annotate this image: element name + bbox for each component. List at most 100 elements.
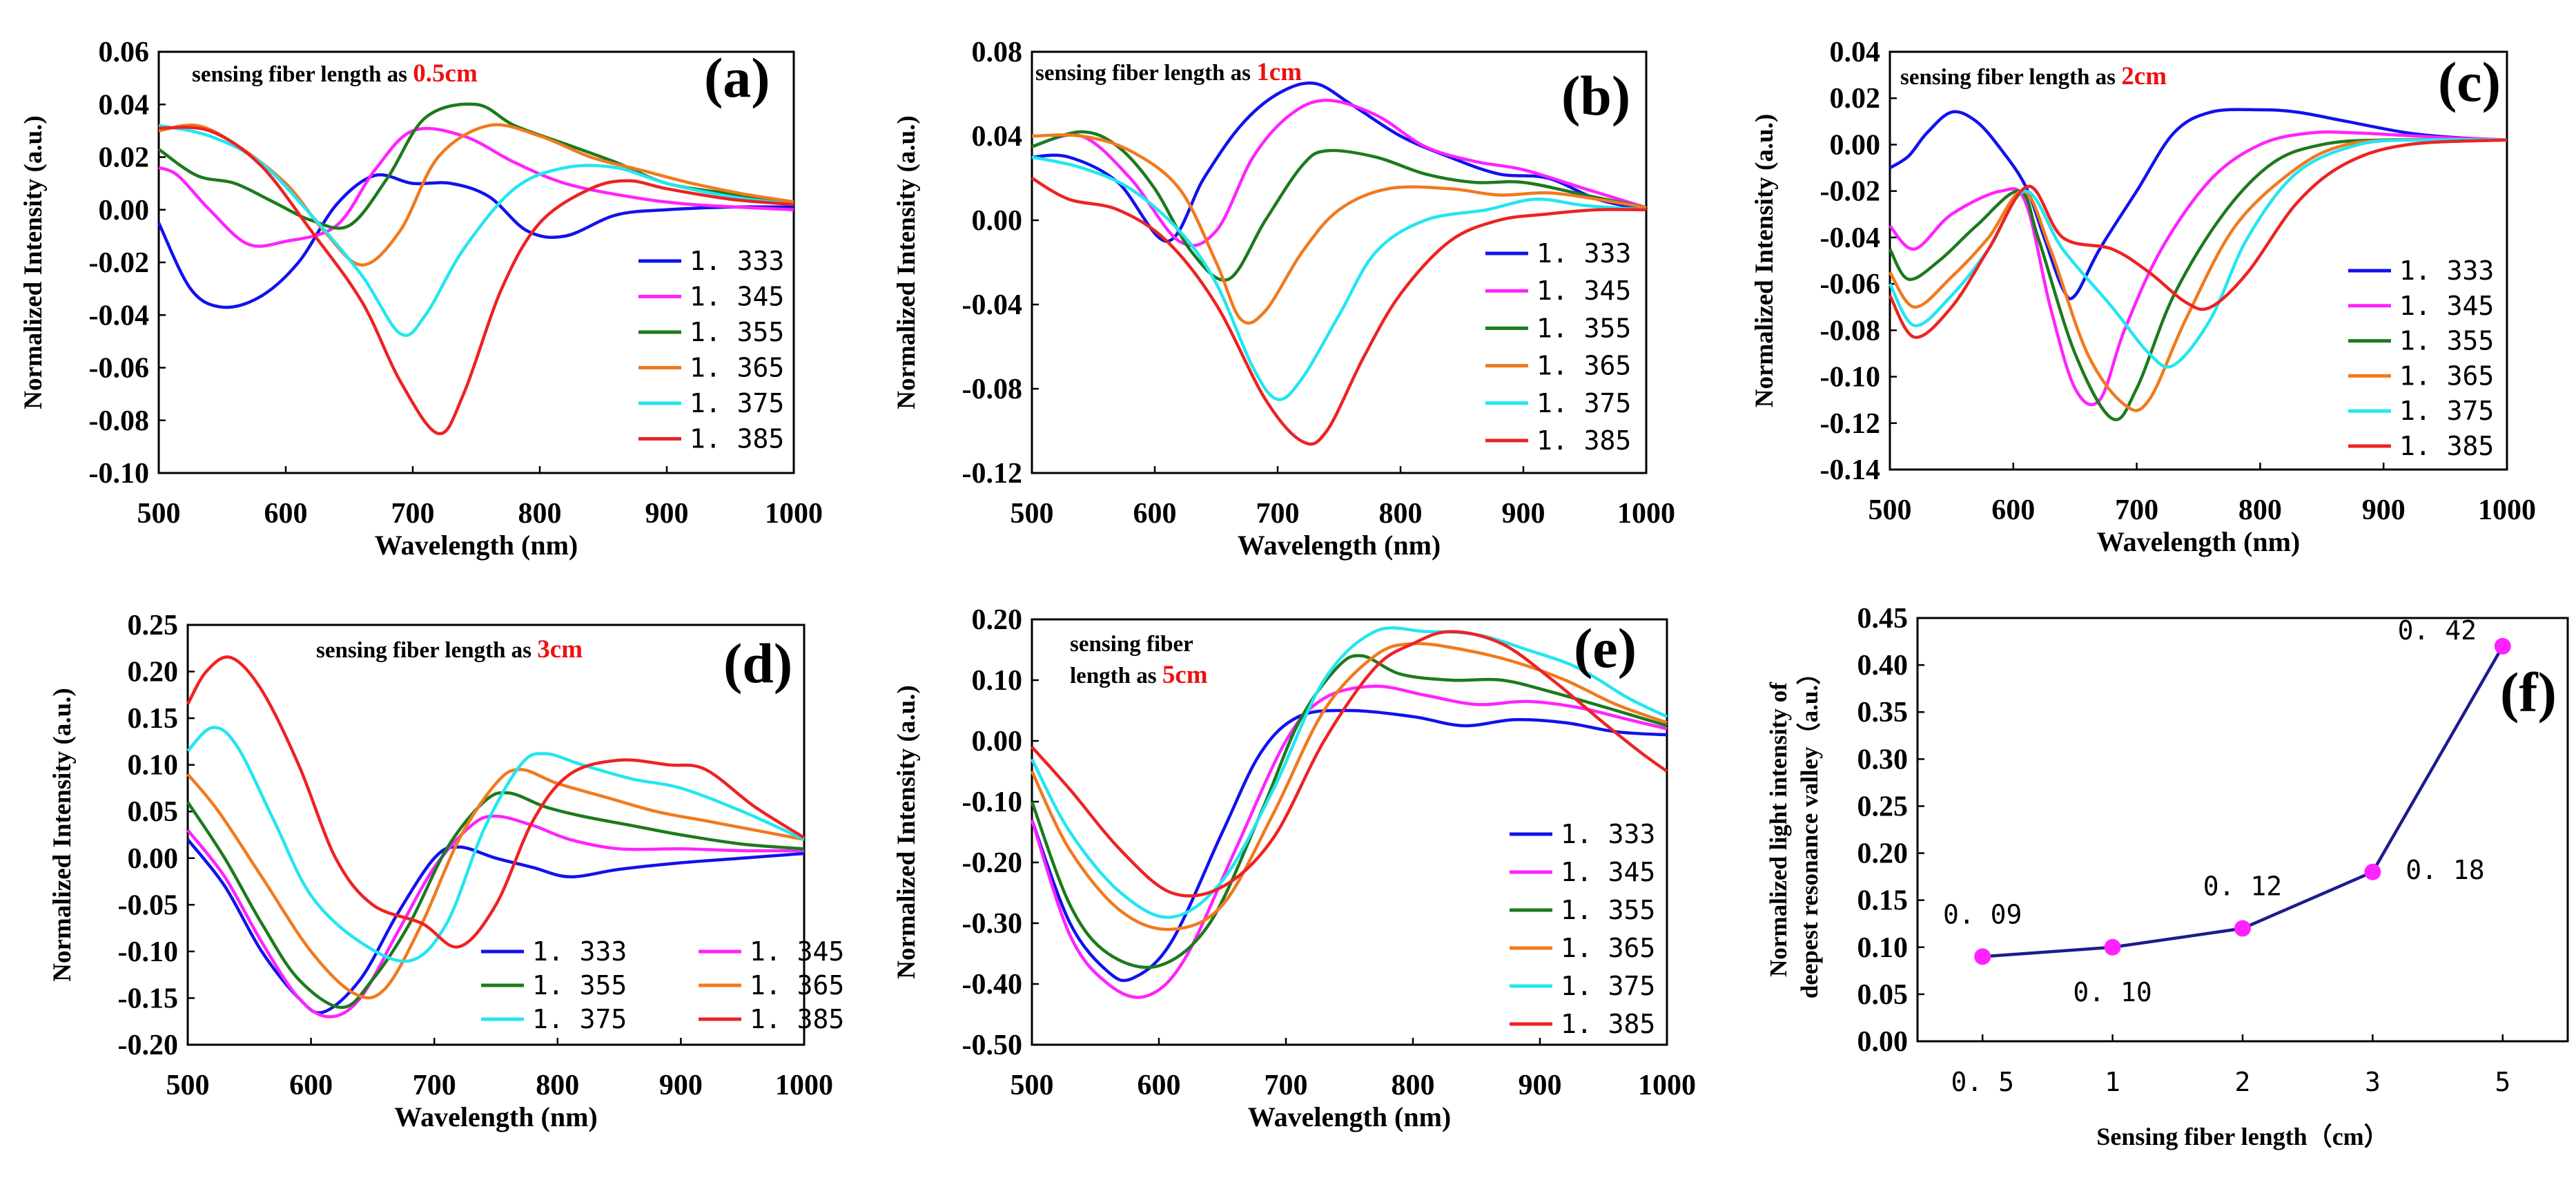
y-tick-label: 0.00 bbox=[972, 205, 1023, 237]
y-tick-label: 0.04 bbox=[972, 121, 1023, 153]
y-tick-label: 0.00 bbox=[99, 195, 150, 226]
series-line-1.355 bbox=[157, 102, 794, 230]
x-axis-label: Wavelength (nm) bbox=[394, 1101, 597, 1132]
data-label: 0. 18 bbox=[2406, 855, 2484, 885]
y-tick-label: 0.00 bbox=[128, 843, 179, 875]
plot-frame bbox=[1031, 50, 1648, 474]
legend-label: 1. 355 bbox=[532, 970, 627, 1001]
x-tick-label: 3 bbox=[2365, 1067, 2381, 1097]
legend-label: 1. 375 bbox=[2399, 396, 2494, 426]
panel-d: 0.25 0.20 0.15 0.10 0.05 0.00 -0.05 -0.10 -0.15 -… bbox=[48, 610, 844, 1132]
x-tick-label: 1000 bbox=[2478, 494, 2536, 526]
x-tick-label: 1000 bbox=[775, 1070, 833, 1101]
y-tick-label: 0.10 bbox=[972, 665, 1023, 697]
series-line-1.365 bbox=[1030, 641, 1668, 931]
y-tick-label: 0.06 bbox=[99, 37, 150, 68]
y-axis-label: Normalized Intensity (a.u.) bbox=[48, 688, 77, 981]
legend-label: 1. 375 bbox=[1561, 971, 1655, 1001]
series-line-1.385 bbox=[1031, 630, 1668, 898]
panel-f: 0.45 0.40 0.35 0.30 0.25 0.20 0.15 0.10 0.05 0.00… bbox=[1765, 603, 2569, 1150]
legend: 1. 333 1. 345 1. 355 1. 365 1. 375 1. 385 bbox=[481, 936, 844, 1034]
data-label: 0. 10 bbox=[2073, 977, 2151, 1007]
data-label: 0. 42 bbox=[2398, 615, 2477, 646]
x-tick-label: 600 bbox=[1138, 1070, 1181, 1101]
panel-label-f: (f) bbox=[2500, 661, 2557, 724]
y-tick-label: -0.10 bbox=[962, 786, 1023, 818]
y-tick-label: 0.10 bbox=[1857, 932, 1909, 964]
x-tick-label: 500 bbox=[1011, 498, 1054, 530]
series-line-1.375 bbox=[158, 124, 794, 337]
x-tick-label: 1000 bbox=[765, 498, 823, 530]
legend: 1. 333 1. 345 1. 355 1. 365 1. 375 1. 385 bbox=[1485, 238, 1631, 456]
panel-a: 0.06 0.04 0.02 0.00 -0.02 -0.04 -0.06 -0.08 -0.1… bbox=[19, 37, 823, 561]
x-tick-label: 800 bbox=[536, 1070, 579, 1101]
series-line-1.375 bbox=[1889, 137, 2508, 369]
series-line-1.333 bbox=[1031, 81, 1647, 243]
data-label: 0. 09 bbox=[1943, 899, 2022, 929]
plot-frame bbox=[1916, 617, 2569, 1043]
legend-label: 1. 333 bbox=[1536, 238, 1631, 269]
y-tick-label: -0.50 bbox=[962, 1030, 1023, 1061]
x-tick-label: 2 bbox=[2235, 1067, 2251, 1097]
annotation-text: sensing fiber bbox=[1070, 632, 1193, 657]
x-tick-label: 800 bbox=[518, 498, 562, 530]
y-tick-label: -0.04 bbox=[1820, 222, 1881, 254]
legend-label: 1. 333 bbox=[690, 246, 784, 276]
x-axis-label: Sensing fiber length（cm） bbox=[2096, 1123, 2388, 1150]
x-axis-label: Wavelength (nm) bbox=[1248, 1101, 1451, 1132]
legend-label: 1. 355 bbox=[690, 317, 784, 347]
panel-label-a: (a) bbox=[704, 46, 770, 109]
y-tick-label: 0.20 bbox=[972, 604, 1023, 636]
y-tick-label: -0.04 bbox=[962, 289, 1023, 321]
x-tick-label: 900 bbox=[645, 498, 689, 530]
x-tick-label: 800 bbox=[1379, 498, 1423, 530]
y-tick-label: -0.10 bbox=[89, 458, 150, 490]
y-tick-label: -0.15 bbox=[118, 983, 179, 1014]
series-line-1.385 bbox=[186, 655, 806, 949]
x-tick-label: 600 bbox=[1133, 498, 1177, 530]
legend-label: 1. 355 bbox=[2399, 326, 2494, 356]
y-tick-label: 0.25 bbox=[1857, 791, 1909, 822]
y-tick-label: -0.10 bbox=[1820, 362, 1881, 394]
y-tick-label: -0.20 bbox=[962, 847, 1023, 879]
data-marker bbox=[1974, 948, 1991, 965]
series-line-1.333 bbox=[1030, 708, 1668, 983]
x-axis-label: Wavelength (nm) bbox=[375, 530, 578, 561]
legend-label: 1. 355 bbox=[1536, 313, 1631, 343]
y-axis-label: Normalized Intensity (a.u.) bbox=[892, 115, 921, 409]
plot-frame bbox=[186, 624, 806, 1046]
x-tick-label: 900 bbox=[2362, 494, 2406, 526]
legend: 1. 333 1. 345 1. 355 1. 365 1. 375 1. 385 bbox=[2348, 255, 2494, 461]
y-tick-label: 0.20 bbox=[1857, 838, 1909, 870]
x-tick-label: 700 bbox=[413, 1070, 456, 1101]
series-line-1.365 bbox=[1889, 137, 2508, 412]
series-line-1.333 bbox=[157, 173, 794, 309]
plot-frame bbox=[1031, 618, 1668, 1046]
x-tick-label: 500 bbox=[1868, 494, 1912, 526]
series-line-1.385 bbox=[1889, 138, 2508, 339]
y-tick-label: 0.02 bbox=[1830, 83, 1881, 115]
series-line-1.385 bbox=[158, 126, 794, 436]
y-tick-label: 0.15 bbox=[128, 703, 179, 735]
x-tick-label: 1000 bbox=[1617, 498, 1675, 530]
legend-label: 1. 333 bbox=[2399, 255, 2494, 286]
x-tick-label: 700 bbox=[1265, 1070, 1308, 1101]
x-tick-label: 1000 bbox=[1638, 1070, 1696, 1101]
y-tick-label: -0.06 bbox=[1820, 269, 1881, 300]
panel-label-c: (c) bbox=[2438, 50, 2501, 113]
annotation-text: sensing fiber length as 0.5cm bbox=[192, 59, 478, 88]
x-tick-label: 900 bbox=[659, 1070, 703, 1101]
series-line-1.345 bbox=[1031, 98, 1647, 247]
legend-label: 1. 365 bbox=[690, 353, 784, 383]
x-tick-label: 700 bbox=[391, 498, 435, 530]
y-tick-label: 0.04 bbox=[1830, 37, 1881, 68]
series-line-1.355 bbox=[186, 791, 805, 1010]
y-tick-label: -0.30 bbox=[962, 908, 1023, 940]
annotation-text: sensing fiber length as 2cm bbox=[1900, 62, 2167, 90]
annotation-text: sensing fiber length as 1cm bbox=[1035, 58, 1302, 86]
y-tick-label: 0.25 bbox=[128, 610, 179, 641]
data-marker bbox=[2494, 637, 2511, 655]
y-axis-label: Normalized Intensity (a.u.) bbox=[1750, 114, 1779, 407]
series-line-1.385 bbox=[1031, 177, 1647, 446]
legend-label: 1. 345 bbox=[750, 936, 844, 967]
